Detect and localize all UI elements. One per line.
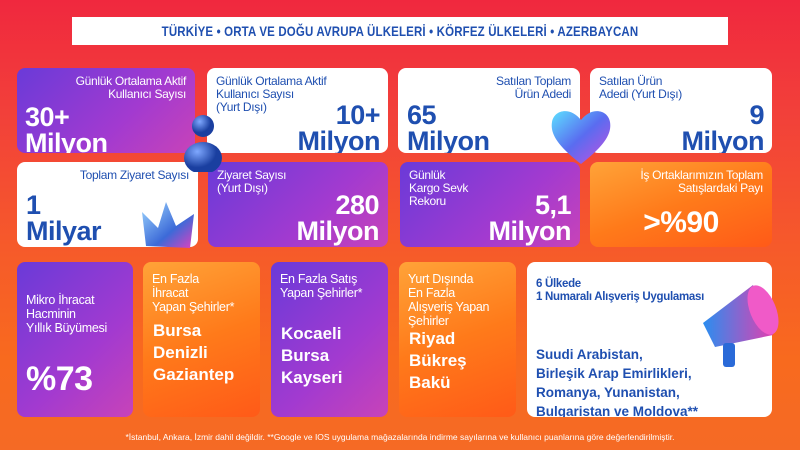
card-label: Kullanıcı Sayısı <box>108 87 186 101</box>
stat-value: 5,1 Milyon <box>488 190 572 246</box>
city: Bursa <box>153 321 202 340</box>
stat-value: 65 Milyon <box>407 100 490 154</box>
city: Kayseri <box>281 368 343 387</box>
stat-value: 280 Milyon <box>296 190 380 246</box>
stat-card-products-sold-abroad: Satılan Ürün Adedi (Yurt Dışı) 9 Milyon <box>590 68 772 153</box>
stat-card-micro-export-growth: Mikro İhracat Hacminin Yıllık Büyümesi %73 <box>17 262 133 417</box>
city: Bakü <box>409 373 451 392</box>
stat-card-top-sales-cities: En Fazla Satış Yapan Şehirler* Kocaeli Bur… <box>271 262 388 417</box>
stat-card-number-one-app: 6 Ülkede 1 Numaralı Alışveriş Uygulaması … <box>527 262 772 417</box>
city: Denizli <box>153 343 208 362</box>
city: Bursa <box>281 346 330 365</box>
country-list: Suudi Arabistan, Birleşik Arap Emirlikler… <box>536 347 699 417</box>
stat-value: 30+ Milyon <box>25 102 108 154</box>
stat-card-visits-abroad: Ziyaret Sayısı (Yurt Dışı) 280 Milyon <box>208 162 388 247</box>
city: Bükreş <box>409 351 467 370</box>
stat-value: %73 <box>26 360 93 398</box>
city: Kocaeli <box>281 324 342 343</box>
crown-icon <box>142 202 194 248</box>
stat-value: >%90 <box>643 206 719 239</box>
stat-card-daily-active-users: Günlük Ortalama Aktif Kullanıcı Sayısı 30… <box>17 68 195 153</box>
heart-icon <box>551 111 611 164</box>
city: Gaziantep <box>153 365 235 384</box>
stat-value: 10+ Milyon <box>297 100 381 154</box>
person-icon <box>184 115 222 172</box>
footnote: *İstanbul, Ankara, İzmir dahil değildir.… <box>125 432 675 442</box>
stat-card-total-products-sold: Satılan Toplam Ürün Adedi 65 Milyon <box>398 68 580 153</box>
megaphone-icon <box>703 285 779 367</box>
stat-value: 9 Milyon <box>681 100 765 154</box>
city: Riyad <box>409 329 456 348</box>
stat-card-top-export-cities: En Fazla İhracat Yapan Şehirler* Bursa Deni… <box>143 262 260 417</box>
regions-banner: TÜRKİYE • ORTA VE DOĞU AVRUPA ÜLKELERİ •… <box>72 17 728 45</box>
stat-card-daily-shipping-record: Günlük Kargo Sevk Rekoru 5,1 Milyon <box>400 162 580 247</box>
stat-card-daily-active-users-abroad: Günlük Ortalama Aktif Kullanıcı Sayısı (Yu… <box>207 68 388 153</box>
stat-card-partner-sales-share: İş Ortaklarımızın Toplam Satışlardaki Pay… <box>590 162 772 247</box>
stat-value: 1 Milyar <box>26 190 102 246</box>
card-label: Günlük Ortalama Aktif <box>75 74 187 88</box>
stat-card-top-abroad-shopping-cities: Yurt Dışında En Fazla Alışveriş Yapan Şehir… <box>399 262 516 417</box>
